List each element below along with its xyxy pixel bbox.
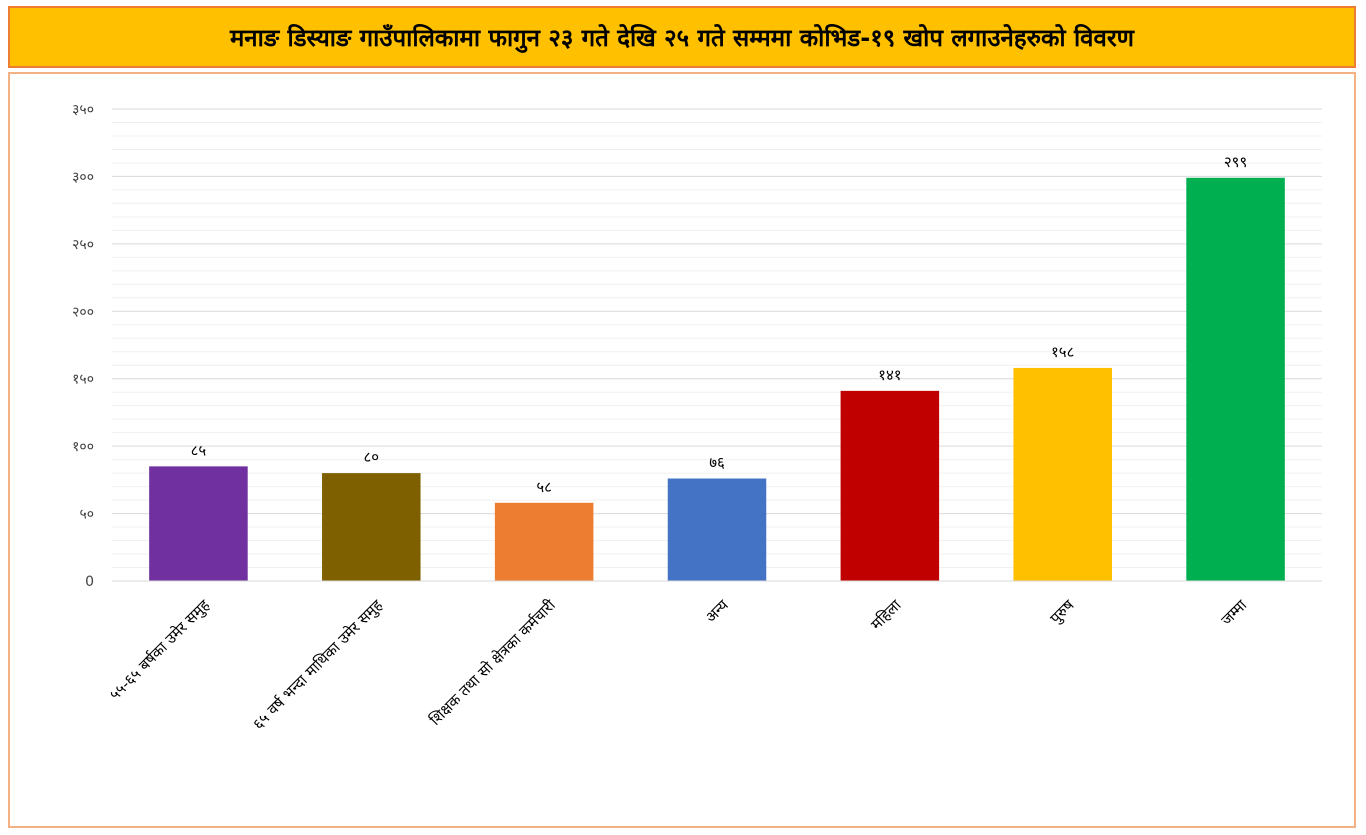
y-tick-label: ५० <box>79 507 94 523</box>
y-tick-label: १०० <box>72 439 94 455</box>
y-tick-label: १५० <box>72 372 94 388</box>
y-tick-label: २०० <box>72 304 94 320</box>
bar <box>840 390 940 581</box>
category-label: जम्मा <box>1218 595 1252 629</box>
y-tick-label: २५० <box>72 237 94 253</box>
title-bar: मनाङ डिस्याङ गाउँपालिकामा फागुन २३ गते द… <box>8 6 1356 68</box>
y-tick-label: 0 <box>85 574 94 590</box>
bar <box>1186 177 1285 581</box>
category-label: ५५-६५ बर्षका उमेर समुह <box>106 595 215 704</box>
y-tick-label: ३०० <box>72 169 94 185</box>
data-label: १४१ <box>878 366 901 384</box>
chart-frame <box>8 72 1356 828</box>
data-label: ८५ <box>191 441 207 459</box>
category-label: पुरुष <box>1046 596 1078 628</box>
category-label: ६५ वर्ष भन्दा माथिका उमेर समुह <box>249 595 387 733</box>
y-tick-label: ३५० <box>72 102 94 118</box>
category-label: अन्य <box>702 596 732 626</box>
data-label: १५८ <box>1051 343 1074 361</box>
bar <box>1013 367 1112 581</box>
data-label: २९९ <box>1224 153 1247 171</box>
data-label: ८० <box>363 448 379 466</box>
chart-title: मनाङ डिस्याङ गाउँपालिकामा फागुन २३ गते द… <box>229 23 1135 52</box>
bar <box>149 466 248 581</box>
bar <box>667 478 767 581</box>
bar <box>494 502 594 581</box>
category-label: महिला <box>867 595 905 633</box>
bar <box>322 473 421 581</box>
category-label: शिक्षक तथा सो क्षेत्रका कर्मचारी <box>426 595 560 729</box>
data-label: ७६ <box>709 454 725 472</box>
data-label: ५८ <box>536 478 552 496</box>
